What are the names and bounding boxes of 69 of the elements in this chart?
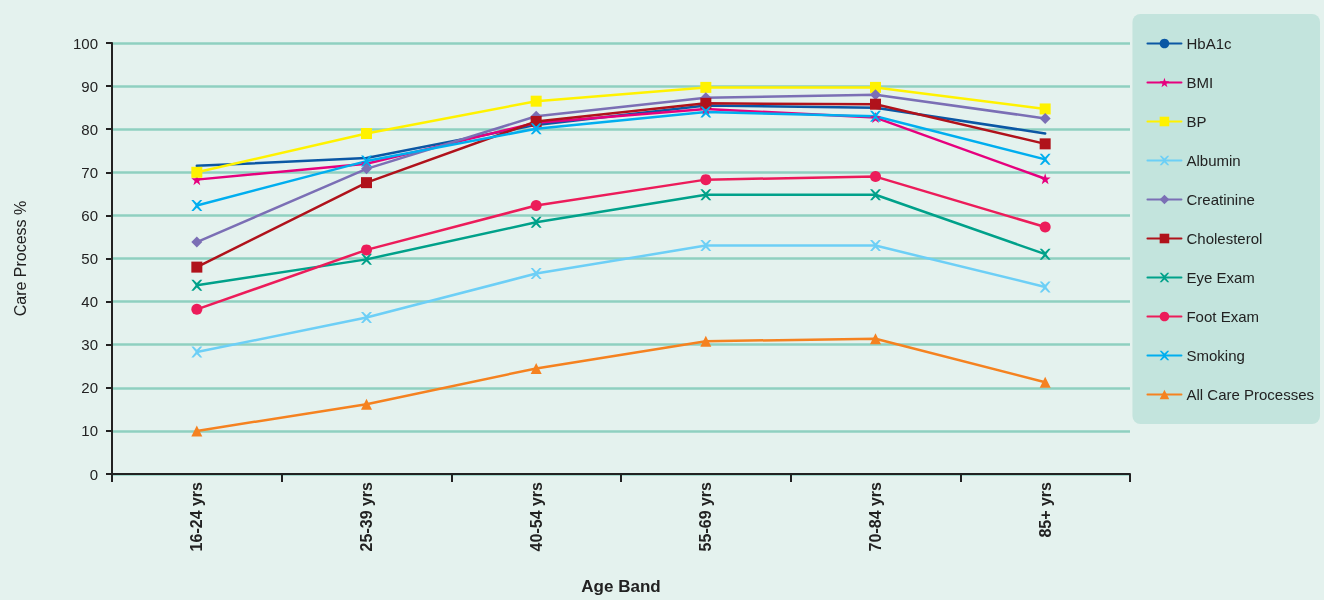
point bbox=[530, 362, 542, 374]
legend-label: BP bbox=[1186, 113, 1207, 130]
point bbox=[361, 163, 372, 175]
point bbox=[191, 303, 203, 315]
x-tick-label: 25-39 yrs bbox=[358, 481, 375, 552]
point bbox=[191, 199, 203, 211]
point bbox=[700, 189, 712, 201]
x-tick-label: 16-24 yrs bbox=[188, 481, 206, 552]
point bbox=[530, 216, 542, 228]
point bbox=[361, 244, 372, 256]
point bbox=[191, 166, 203, 178]
point bbox=[1039, 103, 1051, 115]
point bbox=[361, 398, 372, 410]
point bbox=[700, 174, 712, 186]
y-tick-label: 0 bbox=[89, 465, 98, 483]
point bbox=[1039, 248, 1051, 260]
point bbox=[530, 123, 542, 135]
point bbox=[530, 199, 542, 211]
y-tick-label: 10 bbox=[81, 422, 98, 440]
point bbox=[191, 425, 203, 437]
point bbox=[530, 95, 542, 107]
point bbox=[700, 335, 712, 347]
point bbox=[191, 236, 203, 248]
x-tick-label: 40-54 yrs bbox=[527, 481, 545, 552]
point bbox=[870, 189, 881, 201]
y-tick-label: 100 bbox=[72, 34, 98, 52]
x-tick-label: 85+ yrs bbox=[1036, 481, 1054, 538]
point bbox=[361, 312, 372, 324]
point bbox=[1039, 138, 1051, 150]
point bbox=[870, 240, 881, 252]
y-tick-label: 90 bbox=[81, 77, 98, 95]
point bbox=[361, 177, 372, 189]
legend-label: HbA1c bbox=[1186, 35, 1232, 52]
point bbox=[1039, 153, 1051, 165]
legend-label: All Care Processes bbox=[1186, 386, 1314, 403]
point bbox=[191, 261, 203, 273]
legend-label: Smoking bbox=[1186, 347, 1245, 364]
point bbox=[870, 333, 881, 345]
y-tick-label: 80 bbox=[81, 120, 98, 138]
legend-label: Eye Exam bbox=[1186, 269, 1255, 286]
point bbox=[1039, 221, 1051, 233]
y-tick-label: 50 bbox=[81, 250, 98, 267]
point bbox=[1039, 112, 1051, 124]
x-tick-label: 55-69 yrs bbox=[697, 481, 715, 552]
point bbox=[1039, 173, 1051, 185]
point bbox=[530, 268, 542, 280]
point bbox=[1039, 376, 1051, 388]
point bbox=[361, 253, 372, 265]
point bbox=[191, 346, 203, 358]
y-tick-label: 20 bbox=[81, 379, 98, 397]
legend-label: BMI bbox=[1186, 74, 1214, 91]
y-tick-label: 40 bbox=[81, 293, 98, 311]
point bbox=[700, 240, 712, 252]
y-axis-title: Care Process % bbox=[11, 200, 29, 317]
point bbox=[361, 128, 372, 140]
point bbox=[870, 171, 881, 183]
legend-label: Cholesterol bbox=[1186, 230, 1263, 247]
x-tick-label: 70-84 yrs bbox=[867, 481, 884, 552]
y-tick-label: 70 bbox=[81, 163, 98, 181]
legend-label: Foot Exam bbox=[1186, 308, 1259, 325]
y-tick-label: 30 bbox=[81, 336, 98, 354]
y-tick-label: 60 bbox=[81, 206, 98, 224]
point bbox=[870, 98, 881, 110]
point bbox=[191, 279, 203, 291]
legend-label: Albumin bbox=[1186, 152, 1241, 169]
legend-label: Creatinine bbox=[1186, 191, 1255, 208]
point bbox=[700, 81, 712, 93]
point bbox=[1039, 281, 1051, 293]
x-axis-title: Age Band bbox=[581, 577, 661, 596]
